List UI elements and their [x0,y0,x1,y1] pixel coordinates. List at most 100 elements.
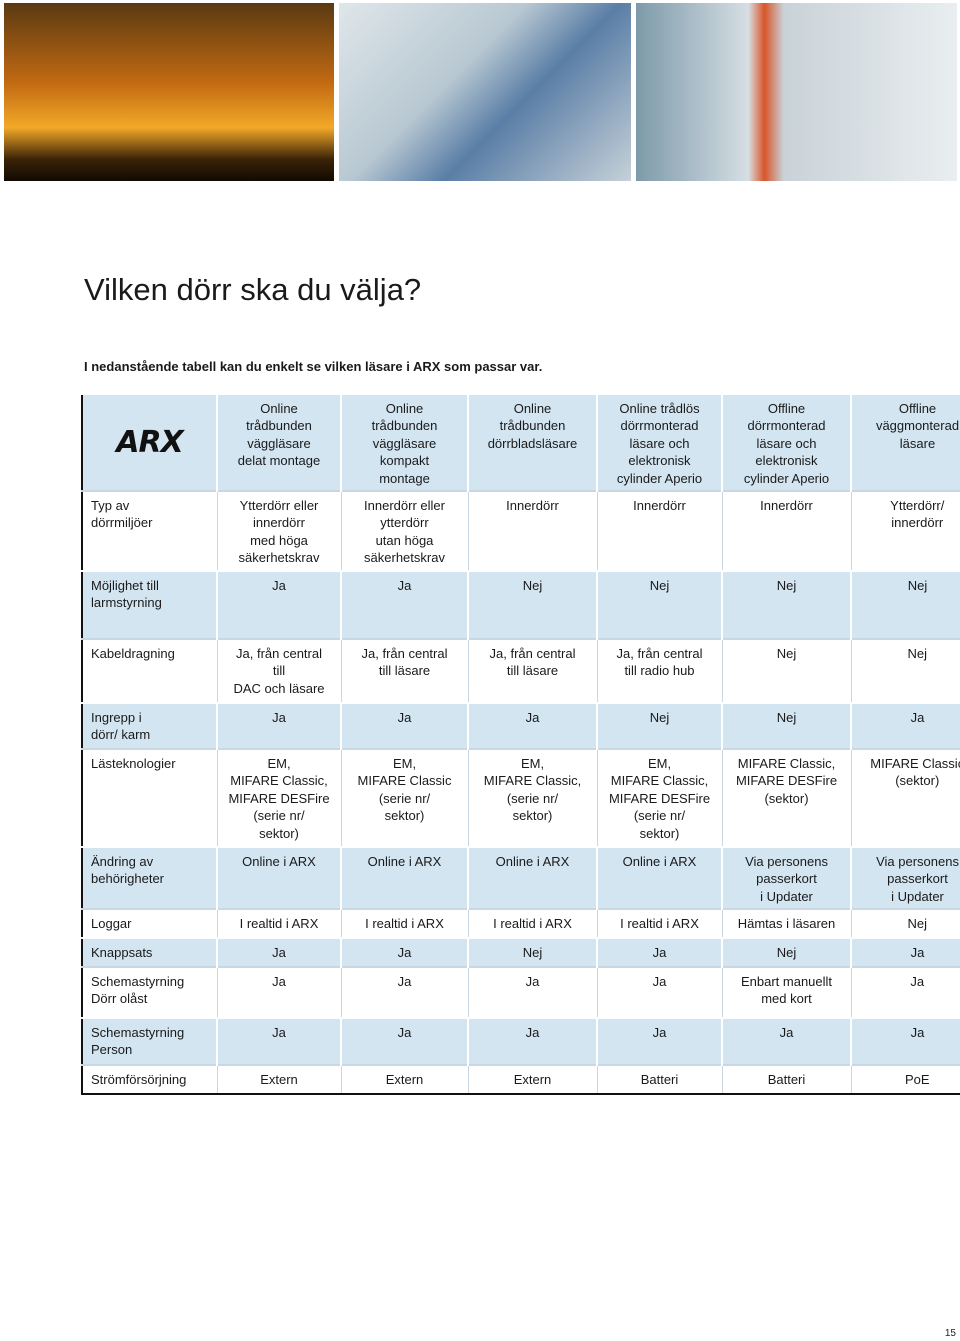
cell: Nej [850,908,960,938]
table-row: Lästeknologier EM, MIFARE Classic, MIFARE… [82,748,960,847]
cell: PoE [850,1064,960,1094]
cell: MIFARE Classic (sektor) [850,748,960,847]
cell: I realtid i ARX [216,908,341,938]
row-label: Typ av dörrmiljöer [82,490,217,571]
column-header: Offline dörrmonterad läsare och elektron… [721,393,851,491]
cell: Enbart manuellt med kort [721,966,851,1018]
cell: I realtid i ARX [467,908,597,938]
table-row: Möjlighet till larmstyrning Ja Ja Nej Nej Nej… [82,570,960,639]
cell: EM, MIFARE Classic, MIFARE DESFire (seri… [596,748,722,847]
comparison-table: ARX Online trådbunden väggläsare delat mo… [81,393,960,1095]
row-label: Ingrepp i dörr/ karm [82,702,217,749]
column-header: Online trådlös dörrmonterad läsare och e… [596,393,722,491]
cell: Innerdörr eller ytterdörr utan höga säke… [340,490,468,571]
photo-hospital [339,3,631,181]
cell: Ja [340,702,468,749]
cell: Online i ARX [467,846,597,909]
cell: Via personens passerkort i Updater [850,846,960,909]
cell: Nej [596,570,722,639]
cell: Ja, från central till radio hub [596,638,722,703]
cell: Ja [596,937,722,967]
cell: Ytterdörr/ innerdörr [850,490,960,571]
cell: I realtid i ARX [340,908,468,938]
table-row: Ändring av behörigheter Online i ARX Onlin… [82,846,960,909]
cell: Extern [340,1064,468,1094]
cell: Extern [467,1064,597,1094]
table-row: Loggar I realtid i ARX I realtid i ARX I re… [82,908,960,938]
cell: Nej [467,937,597,967]
cell: Innerdörr [467,490,597,571]
cell: Nej [721,570,851,639]
cell: Ja [850,1017,960,1065]
cell: Nej [850,638,960,703]
table-row: Schemastyrning Dörr olåst Ja Ja Ja Ja Enbart … [82,966,960,1018]
cell: Ja [467,702,597,749]
page-number: 15 [944,1328,956,1339]
cell: Ja [850,966,960,1018]
photo-power-lines [4,3,334,181]
cell: Ja, från central till DAC och läsare [216,638,341,703]
cell: Hämtas i läsaren [721,908,851,938]
cell: Ja [467,1017,597,1065]
cell: MIFARE Classic, MIFARE DESFire (sektor) [721,748,851,847]
row-label: Ändring av behörigheter [82,846,217,909]
cell: Ja [216,1017,341,1065]
cell: Ja [216,966,341,1018]
cell: Via personens passerkort i Updater [721,846,851,909]
row-label: Strömförsörjning [82,1064,217,1094]
cell: Online i ARX [340,846,468,909]
cell: EM, MIFARE Classic (serie nr/ sektor) [340,748,468,847]
cell: Ja [340,966,468,1018]
cell: Ja [340,1017,468,1065]
logo: ARX [82,393,217,491]
subtitle: I nedanstående tabell kan du enkelt se v… [84,359,543,374]
header-row: ARX Online trådbunden väggläsare delat mo… [82,393,960,491]
cell: EM, MIFARE Classic, (serie nr/ sektor) [467,748,597,847]
photo-airport [636,3,957,181]
cell: Ja [216,937,341,967]
row-label: Schemastyrning Person [82,1017,217,1065]
cell: Nej [721,702,851,749]
cell: Online i ARX [216,846,341,909]
row-label: Lästeknologier [82,748,217,847]
cell: Nej [721,937,851,967]
title: Vilken dörr ska du välja? [84,272,422,307]
column-header: Online trådbunden väggläsare kompakt mon… [340,393,468,491]
row-label: Knappsats [82,937,217,967]
table-row: Typ av dörrmiljöer Ytterdörr eller innerd… [82,490,960,571]
table-row: Ingrepp i dörr/ karm Ja Ja Ja Nej Nej Ja [82,702,960,749]
cell: Nej [467,570,597,639]
cell: Ja [340,937,468,967]
cell: Ja, från central till läsare [340,638,468,703]
cell: Ja [216,570,341,639]
cell: Ja [340,570,468,639]
cell: Ytterdörr eller innerdörr med höga säker… [216,490,341,571]
cell: Extern [216,1064,341,1094]
cell: Ja, från central till läsare [467,638,597,703]
table-row: Kabeldragning Ja, från central till DAC o… [82,638,960,703]
cell: Ja [596,966,722,1018]
cell: Nej [721,638,851,703]
column-header: Offline väggmonterad läsare [850,393,960,491]
column-header: Online trådbunden väggläsare delat monta… [216,393,341,491]
cell: Ja [850,702,960,749]
table-row: Knappsats Ja Ja Nej Ja Nej Ja [82,937,960,967]
row-label: Kabeldragning [82,638,217,703]
cell: Ja [721,1017,851,1065]
table-row: Strömförsörjning Extern Extern Extern Batter… [82,1064,960,1094]
cell: Ja [596,1017,722,1065]
column-header: Online trådbunden dörrbladsläsare [467,393,597,491]
cell: I realtid i ARX [596,908,722,938]
cell: EM, MIFARE Classic, MIFARE DESFire (seri… [216,748,341,847]
row-label: Schemastyrning Dörr olåst [82,966,217,1018]
table-row: Schemastyrning Person Ja Ja Ja Ja Ja Ja [82,1017,960,1065]
row-label: Loggar [82,908,217,938]
cell: Ja [467,966,597,1018]
cell: Nej [596,702,722,749]
cell: Batteri [721,1064,851,1094]
cell: Online i ARX [596,846,722,909]
cell: Nej [850,570,960,639]
row-label: Möjlighet till larmstyrning [82,570,217,639]
cell: Batteri [596,1064,722,1094]
